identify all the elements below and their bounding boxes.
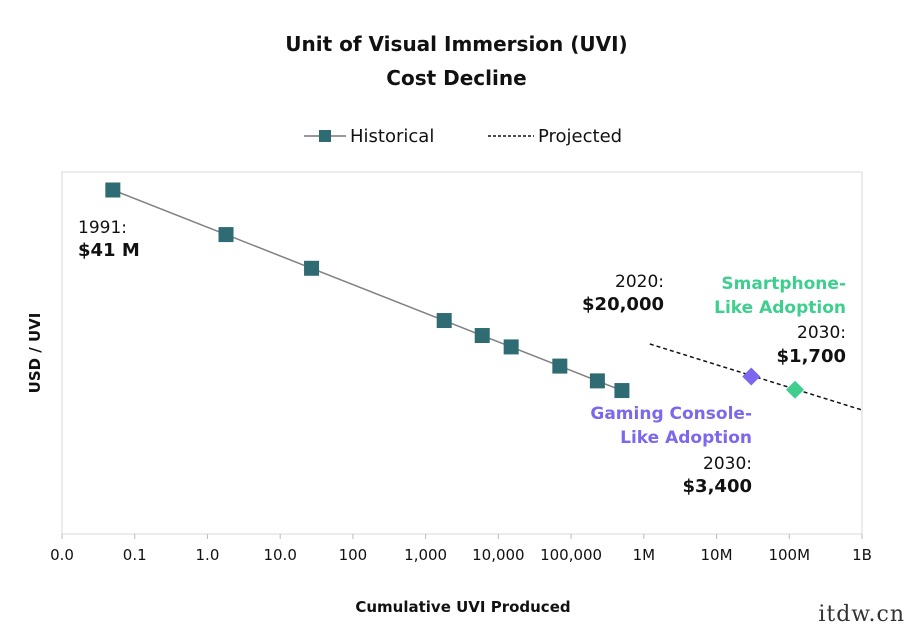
x-tick-group: 0.0 0.1 1.0 10.0 100 1,000 10,000 100,000 1M 10M 1… <box>50 534 872 564</box>
historical-point <box>503 339 519 355</box>
historical-point <box>589 373 605 389</box>
annotation-1991: 1991: $41 M <box>78 218 140 261</box>
x-tick-label: 1,000 <box>404 546 447 564</box>
x-tick-label: 0.0 <box>50 546 74 564</box>
smartphone-label-line1: Smartphone- <box>721 274 846 294</box>
label-2020-year: 2020: <box>615 272 664 292</box>
gaming-label-line2: Like Adoption <box>620 428 752 448</box>
x-tick-label: 0.1 <box>123 546 147 564</box>
x-tick-label: 100,000 <box>540 546 602 564</box>
annotation-2020: 2020: $20,000 <box>582 272 664 315</box>
x-tick-label: 1.0 <box>196 546 220 564</box>
x-tick-label: 100M <box>768 546 810 564</box>
label-1991-year: 1991: <box>78 218 127 238</box>
label-1991-value: $41 M <box>78 240 140 261</box>
series-markers <box>105 182 805 399</box>
y-axis-label: USD / UVI <box>26 313 44 394</box>
x-tick-label: 10.0 <box>263 546 296 564</box>
legend-historical-label: Historical <box>350 126 434 147</box>
gaming-year: 2030: <box>703 454 752 474</box>
gaming-label-line1: Gaming Console- <box>590 404 752 424</box>
historical-point <box>474 328 490 344</box>
x-axis-label: Cumulative UVI Produced <box>355 598 570 616</box>
annotation-smartphone: Smartphone- Like Adoption 2030: $1,700 <box>714 274 846 367</box>
historical-line <box>112 189 623 392</box>
x-tick-label: 1B <box>852 546 872 564</box>
historical-point <box>218 227 234 243</box>
x-tick-label: 10M <box>701 546 733 564</box>
historical-point <box>552 358 568 374</box>
label-2020-value: $20,000 <box>582 294 664 315</box>
annotation-gaming: Gaming Console- Like Adoption 2030: $3,4… <box>590 404 752 497</box>
watermark: itdw.cn <box>818 602 905 627</box>
gaming-console-point <box>742 367 761 386</box>
legend-historical-marker <box>319 130 331 142</box>
historical-point <box>614 383 630 399</box>
smartphone-point <box>786 380 805 399</box>
x-tick-label: 1M <box>633 546 656 564</box>
legend-projected-label: Projected <box>538 126 622 147</box>
projected-line <box>649 343 863 411</box>
historical-point <box>436 313 452 329</box>
smartphone-label-line2: Like Adoption <box>714 298 846 318</box>
plot-area <box>61 171 863 535</box>
chart-subtitle: Cost Decline <box>386 66 527 90</box>
smartphone-year: 2030: <box>797 323 846 343</box>
x-tick-label: 100 <box>339 546 368 564</box>
historical-point <box>304 260 320 276</box>
smartphone-value: $1,700 <box>777 346 846 367</box>
x-tick-label: 10,000 <box>472 546 525 564</box>
gaming-value: $3,400 <box>683 476 752 497</box>
legend: Historical Projected <box>304 126 622 147</box>
chart-title: Unit of Visual Immersion (UVI) <box>285 32 628 56</box>
historical-point <box>105 182 121 198</box>
